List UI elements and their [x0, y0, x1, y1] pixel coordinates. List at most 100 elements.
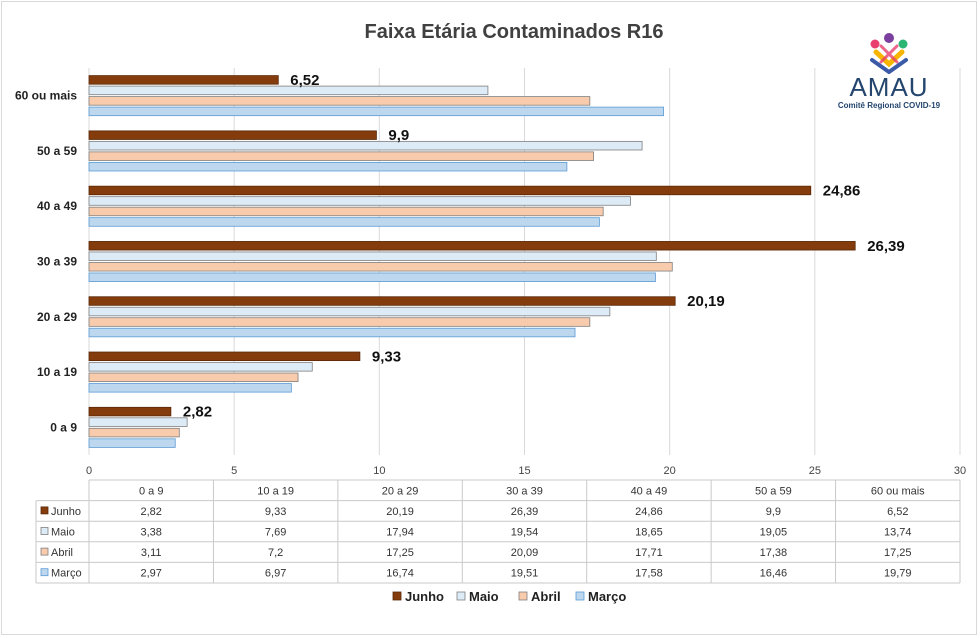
bar-junho: [88, 130, 377, 140]
category-axis: 0 a 9 10 a 19 20 a 29 30 a 39 40 a 49 50 a 59…: [15, 89, 77, 435]
legend-key-abril: [518, 591, 528, 601]
table-cell: 17,71: [635, 547, 663, 559]
tick-label: 15: [518, 465, 530, 477]
bar-abril: [88, 317, 591, 327]
table-cell: 19,54: [511, 527, 539, 539]
category-label: 0 a 9: [50, 420, 77, 434]
bar-maio: [88, 362, 313, 372]
table-row-label: Abril: [51, 547, 73, 559]
bar-março: [88, 438, 176, 448]
table-header-cell: 40 a 49: [631, 485, 668, 497]
table-header-cell: 10 a 19: [257, 485, 294, 497]
tick-label: 20: [664, 465, 676, 477]
data-labels: 2,82 9,33 20,19 26,39 24,86 9,9 6,52: [183, 72, 905, 421]
tick-label: 30: [954, 465, 966, 477]
table-header-cell: 30 a 39: [506, 485, 543, 497]
data-label: 24,86: [823, 182, 861, 199]
bar-março: [88, 383, 292, 393]
table-header-cell: 60 ou mais: [871, 485, 925, 497]
table-cell: 26,39: [511, 506, 539, 518]
data-label: 2,82: [183, 404, 212, 421]
gridlines: [88, 68, 961, 455]
tick-label: 5: [231, 465, 237, 477]
table-header-cell: 50 a 59: [755, 485, 792, 497]
category-label: 50 a 59: [37, 144, 77, 158]
table-cell: 13,74: [884, 527, 912, 539]
table-legend-key: [40, 547, 49, 556]
bar-maio: [88, 306, 611, 317]
tick-label: 0: [86, 465, 92, 477]
bar-abril: [88, 151, 594, 161]
bar-maio: [88, 417, 188, 427]
table-cell: 19,79: [884, 568, 912, 580]
category-label: 30 a 39: [37, 255, 77, 269]
table-cell: 18,65: [635, 527, 663, 539]
table-row-label: Junho: [51, 506, 81, 518]
legend-label: Abril: [531, 589, 561, 604]
bar-abril: [88, 372, 299, 383]
bars: [88, 75, 856, 448]
table-header-cell: 20 a 29: [382, 485, 419, 497]
legend-label: Junho: [405, 589, 444, 604]
bar-março: [88, 217, 600, 227]
table-legend-key: [40, 506, 49, 515]
table-cell: 17,58: [635, 568, 663, 580]
amau-logo: AMAU Comitê Regional COVID-19: [826, 30, 952, 116]
category-label: 10 a 19: [37, 365, 77, 379]
table-cell: 17,94: [386, 527, 414, 539]
data-label: 26,39: [867, 238, 905, 255]
table-header-cell: 0 a 9: [139, 485, 163, 497]
chart-title: Faixa Etária Contaminados R16: [365, 21, 664, 43]
bar-março: [88, 272, 656, 282]
legend-label: Maio: [469, 589, 499, 604]
tick-label: 10: [373, 465, 385, 477]
data-table: 0 a 9 10 a 19 20 a 29 30 a 39 40 a 49 50 a 59…: [35, 479, 961, 584]
table-cell: 7,2: [268, 547, 283, 559]
table-cell: 7,69: [265, 527, 286, 539]
data-label: 20,19: [687, 293, 725, 310]
table-cell: 3,38: [141, 527, 162, 539]
bar-março: [88, 327, 576, 338]
bar-março: [88, 106, 664, 117]
legend-key-março: [575, 591, 585, 601]
bar-junho: [88, 75, 279, 85]
table-cell: 2,82: [141, 506, 162, 518]
bar-junho: [88, 351, 361, 362]
category-label: 60 ou mais: [15, 89, 77, 103]
legend-label: Março: [588, 589, 626, 604]
table-cell: 19,05: [760, 527, 788, 539]
table-cell: 17,38: [760, 547, 788, 559]
table-cell: 6,97: [265, 568, 286, 580]
table-cell: 16,46: [760, 568, 788, 580]
table-cell: 9,33: [265, 506, 286, 518]
bar-maio: [88, 196, 631, 206]
table-cell: 9,9: [766, 506, 781, 518]
tick-label: 25: [809, 465, 821, 477]
bar-abril: [88, 262, 673, 272]
bar-maio: [88, 85, 489, 96]
table-cell: 16,74: [386, 568, 414, 580]
table-cell: 20,09: [511, 547, 539, 559]
table-row-label: Março: [51, 568, 82, 580]
table-cell: 24,86: [635, 506, 663, 518]
bar-junho: [88, 241, 856, 251]
bar-março: [88, 161, 568, 172]
bar-junho: [88, 406, 172, 417]
table-cell: 6,52: [887, 506, 908, 518]
bar-junho: [88, 185, 812, 196]
logo-subtitle: Comitê Regional COVID-19: [837, 101, 941, 110]
table-cell: 19,51: [511, 568, 539, 580]
table-cell: 17,25: [884, 547, 912, 559]
logo-name: AMAU: [849, 72, 929, 102]
bar-abril: [88, 96, 591, 106]
data-label: 6,52: [290, 72, 319, 89]
table-cell: 20,19: [386, 506, 414, 518]
data-label: 9,9: [388, 127, 409, 144]
legend: Junho Maio Abril Março: [392, 589, 626, 604]
table-legend-key: [40, 527, 49, 535]
legend-key-maio: [456, 591, 466, 601]
bar-abril: [88, 427, 180, 438]
legend-key-junho: [392, 591, 402, 601]
